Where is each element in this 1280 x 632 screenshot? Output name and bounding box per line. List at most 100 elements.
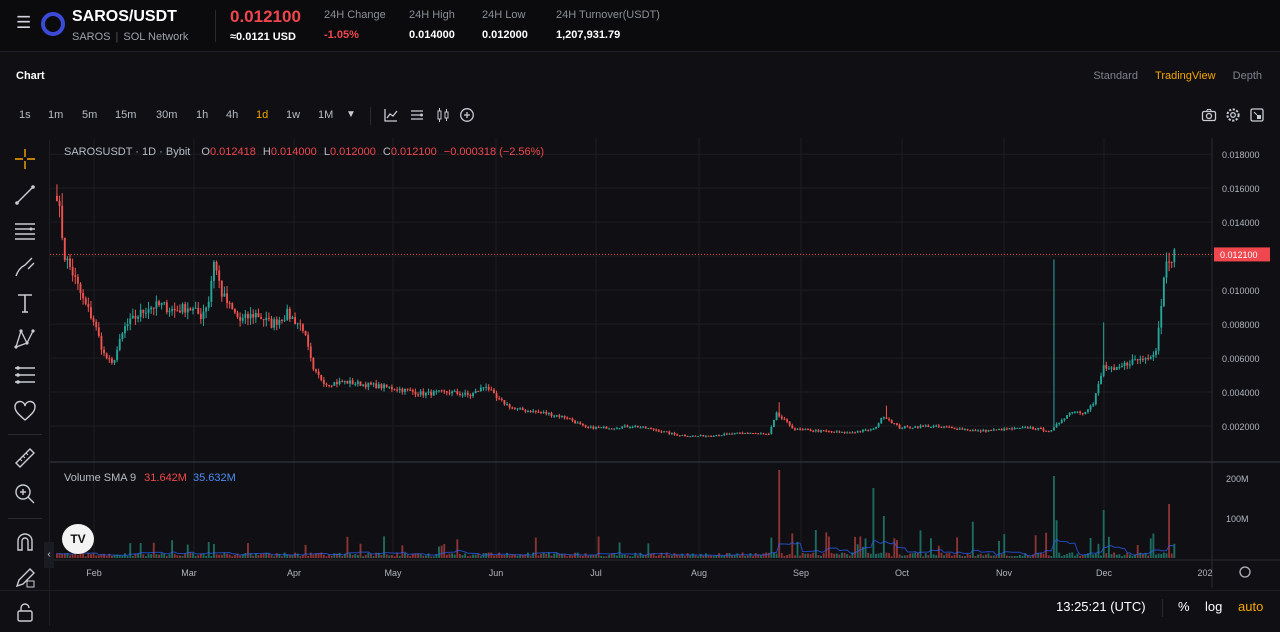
volume-bar [901, 555, 904, 558]
candle [919, 425, 922, 428]
ruler-icon[interactable] [13, 446, 37, 470]
chart-settings-lines-icon[interactable] [409, 107, 425, 123]
timeframe-15m[interactable]: 15m [115, 109, 137, 121]
volume-bar [103, 553, 105, 558]
volume-bar [820, 555, 822, 558]
volume-bar [231, 556, 234, 558]
candle [74, 275, 77, 277]
lock-drawing-icon[interactable] [13, 566, 37, 590]
candle [500, 398, 503, 401]
zoom-in-icon[interactable] [13, 482, 37, 506]
candle [456, 391, 459, 394]
candle [773, 419, 775, 427]
tab-depth[interactable]: Depth [1232, 70, 1262, 82]
collapse-toolbar-button[interactable]: ‹ [44, 542, 54, 568]
volume-bar [155, 554, 158, 558]
chart-area[interactable]: 0.018000 0.016000 0.014000 0.012000 0.010000… [44, 138, 1280, 588]
indicators-icon[interactable] [383, 107, 399, 123]
tab-tradingview[interactable]: TradingView [1155, 70, 1216, 82]
candle [1018, 427, 1021, 429]
candle [346, 380, 349, 384]
volume-bar [817, 555, 820, 558]
utc-clock: 13:25:21 (UTC) [1056, 599, 1146, 614]
volume-bar [113, 554, 116, 558]
crosshair-icon[interactable] [13, 147, 37, 171]
volume-bar [655, 555, 658, 558]
volume-bar [527, 552, 529, 558]
volume-bar [1071, 552, 1074, 558]
timeframe-1M[interactable]: 1M [318, 109, 334, 121]
volume-bar [623, 554, 626, 558]
volume-bar [1168, 504, 1171, 558]
volume-bar [372, 556, 375, 558]
timeframe-30m[interactable]: 30m [156, 109, 178, 121]
price-axis-label: 0.008000 [1222, 320, 1260, 330]
timeframe-1m[interactable]: 1m [48, 109, 64, 121]
candle [1045, 430, 1048, 432]
add-indicator-icon[interactable] [459, 107, 475, 123]
timeframe-5m[interactable]: 5m [82, 109, 98, 121]
heart-icon[interactable] [13, 399, 37, 423]
candle [786, 419, 788, 422]
timeframe-1d[interactable]: 1d [256, 109, 269, 121]
volume-bar [916, 552, 919, 558]
candle [273, 319, 276, 328]
volume-bar [144, 556, 147, 558]
volume-bar [97, 555, 100, 558]
volume-bar [665, 552, 668, 558]
gear-icon[interactable] [1225, 107, 1241, 123]
candle [95, 321, 98, 328]
volume-axis-label: 100M [1226, 514, 1249, 524]
legend-change: −0.000318 (−2.56%) [443, 146, 545, 158]
volume-bar [906, 555, 909, 558]
timeframe-4h[interactable]: 4h [226, 109, 239, 121]
volume-bar [791, 533, 794, 558]
text-icon[interactable] [13, 291, 37, 315]
timeframe-dropdown-icon[interactable]: ▼ [346, 109, 356, 120]
candle [286, 308, 289, 320]
stat-value: 0.014000 [409, 29, 455, 41]
candle [733, 433, 736, 435]
candle [1113, 367, 1116, 370]
log-scale-toggle[interactable]: log [1205, 599, 1223, 614]
brush-icon[interactable] [13, 255, 37, 279]
candle-type-icon[interactable] [435, 107, 451, 123]
token-name: SAROS [72, 31, 111, 43]
timeframe-1s[interactable]: 1s [19, 109, 31, 121]
volume-bar [247, 543, 249, 558]
volume-bar [362, 556, 365, 558]
time-axis-label: May [384, 568, 402, 578]
tab-standard[interactable]: Standard [1093, 70, 1138, 82]
menu-icon[interactable]: ☰ [16, 13, 32, 32]
volume-bar [950, 555, 953, 558]
candle [299, 323, 302, 325]
volume-bar [621, 554, 624, 558]
timeframe-1w[interactable]: 1w [286, 109, 301, 121]
candlestick-chart[interactable]: 0.018000 0.016000 0.014000 0.012000 0.010000… [50, 138, 1280, 588]
camera-icon[interactable] [1201, 107, 1217, 123]
horizontal-lines-icon[interactable] [13, 219, 37, 243]
volume-bar [307, 555, 310, 558]
candle [684, 434, 686, 436]
lock-icon[interactable] [13, 600, 37, 624]
percent-scale-toggle[interactable]: % [1178, 599, 1190, 614]
pair-title[interactable]: SAROS/USDT [72, 8, 177, 25]
volume-bar [199, 553, 202, 558]
candle [100, 335, 103, 350]
candle [710, 435, 713, 437]
trend-line-icon[interactable] [13, 183, 37, 207]
pattern-icon[interactable] [13, 327, 37, 351]
magnet-icon[interactable] [13, 530, 37, 554]
candle [644, 426, 647, 429]
volume-bar [694, 555, 697, 558]
timeframe-1h[interactable]: 1h [196, 109, 209, 121]
tradingview-logo[interactable]: TV [62, 524, 94, 554]
volume-bar [1094, 553, 1097, 558]
fullscreen-icon[interactable] [1249, 107, 1265, 123]
candle [791, 425, 794, 429]
candle [469, 394, 472, 397]
auto-scale-toggle[interactable]: auto [1238, 599, 1264, 614]
projection-icon[interactable] [13, 363, 37, 387]
volume-bar [1003, 534, 1006, 558]
candle [370, 382, 372, 385]
